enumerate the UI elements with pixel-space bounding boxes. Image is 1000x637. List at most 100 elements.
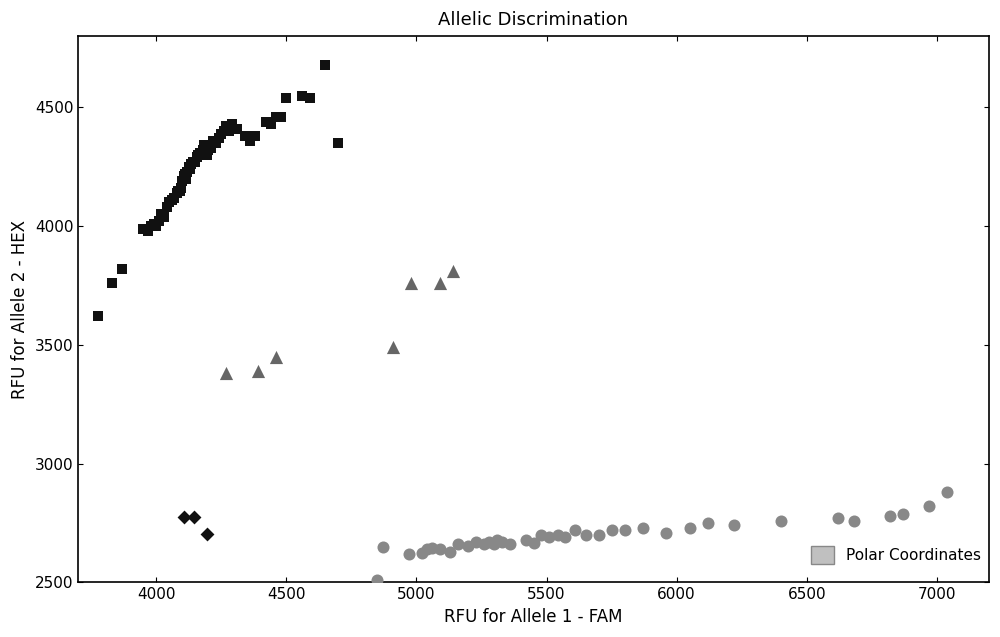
Point [153, 209, 169, 219]
Point [114, 264, 130, 274]
Point [221, 126, 237, 136]
Point [242, 136, 258, 146]
Point [268, 112, 284, 122]
Point [140, 226, 156, 236]
Point [294, 90, 310, 101]
Point [263, 119, 279, 129]
Point [460, 541, 476, 551]
Point [882, 511, 898, 521]
Point [726, 520, 742, 531]
Point [317, 60, 333, 70]
Point [176, 512, 192, 522]
Point [895, 508, 911, 519]
Point [494, 537, 510, 547]
Point [846, 515, 862, 526]
Point [247, 131, 263, 141]
Title: Allelic Discrimination: Allelic Discrimination [438, 11, 629, 29]
Point [617, 525, 633, 535]
Point [635, 523, 651, 533]
Point [237, 131, 253, 141]
Point [172, 185, 188, 196]
Point [419, 544, 435, 554]
Point [166, 192, 182, 203]
Point [148, 221, 164, 231]
Point [205, 136, 221, 146]
Point [156, 211, 172, 222]
Point [939, 487, 955, 497]
Point [432, 278, 448, 289]
Point [550, 530, 566, 540]
Point [414, 548, 430, 558]
Point [830, 513, 846, 524]
Point [173, 183, 189, 193]
Point [526, 538, 542, 548]
Point [330, 138, 346, 148]
Point [481, 537, 497, 547]
Point [268, 352, 284, 362]
Point [578, 530, 594, 540]
Point [183, 159, 199, 169]
Point [401, 549, 417, 559]
Point [258, 117, 274, 127]
Point [403, 278, 419, 289]
Point [161, 197, 177, 208]
Point [450, 540, 466, 550]
Point [229, 124, 245, 134]
Point [700, 518, 716, 528]
Point [658, 527, 674, 538]
Point [591, 530, 607, 540]
Point [385, 342, 401, 352]
Point [135, 224, 151, 234]
Point [90, 311, 106, 322]
Point [189, 152, 205, 162]
Point [486, 540, 502, 550]
Point [170, 185, 186, 196]
Point [921, 501, 937, 512]
Point [199, 150, 215, 160]
Point [200, 145, 216, 155]
X-axis label: RFU for Allele 1 - FAM: RFU for Allele 1 - FAM [444, 608, 623, 626]
Point [104, 278, 120, 289]
Point [187, 157, 203, 167]
Point [489, 534, 505, 545]
Y-axis label: RFU for Allele 2 - HEX: RFU for Allele 2 - HEX [11, 220, 29, 399]
Point [182, 164, 198, 175]
Point [773, 515, 789, 526]
Point [518, 534, 534, 545]
Point [445, 266, 461, 276]
Point [159, 202, 175, 212]
Point [442, 547, 458, 557]
Point [151, 217, 167, 227]
Point [199, 529, 215, 539]
Point [164, 195, 180, 205]
Point [195, 145, 211, 155]
Point [476, 540, 492, 550]
Point [174, 176, 190, 186]
Point [557, 533, 573, 543]
Point [541, 533, 557, 543]
Point [273, 112, 289, 122]
Point [181, 162, 197, 172]
Point [186, 512, 202, 522]
Point [146, 218, 162, 229]
Point [533, 530, 549, 540]
Point [218, 122, 234, 132]
Point [190, 150, 206, 160]
Legend: Polar Coordinates: Polar Coordinates [811, 547, 981, 564]
Point [198, 143, 214, 153]
Point [178, 174, 194, 184]
Point [169, 188, 185, 198]
Point [250, 366, 266, 376]
Point [176, 171, 192, 182]
Point [211, 133, 227, 143]
Point [196, 140, 212, 150]
Point [213, 129, 229, 139]
Point [192, 148, 208, 158]
Point [369, 575, 385, 585]
Point [682, 523, 698, 533]
Point [604, 525, 620, 535]
Point [567, 525, 583, 535]
Point [502, 540, 518, 550]
Point [375, 541, 391, 552]
Point [177, 169, 193, 179]
